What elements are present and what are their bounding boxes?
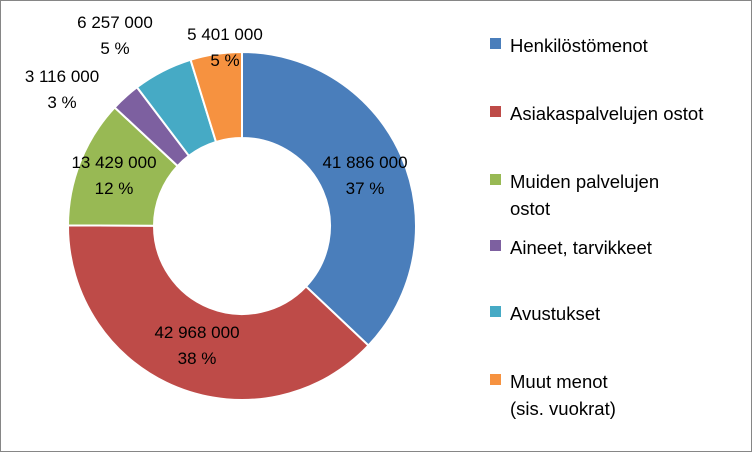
legend-item-2: Asiakaspalvelujen ostot xyxy=(490,100,703,127)
donut-slice-6 xyxy=(189,50,243,144)
data-label-value-5: 6 257 000 xyxy=(77,13,153,32)
legend-item-1: Henkilöstömenot xyxy=(490,32,648,59)
legend-swatch xyxy=(490,306,501,317)
legend-swatch xyxy=(490,174,501,185)
data-label-percent-2: 38 % xyxy=(178,349,217,368)
data-label-value-1: 41 886 000 xyxy=(322,153,407,172)
data-label-value-6: 5 401 000 xyxy=(187,25,263,44)
data-label-percent-6: 5 % xyxy=(210,51,239,70)
data-label-value-2: 42 968 000 xyxy=(154,323,239,342)
legend-swatch xyxy=(490,374,501,385)
donut-slice-1 xyxy=(241,50,417,347)
legend-item-6: Muut menot (sis. vuokrat) xyxy=(490,368,616,422)
data-label-value-3: 13 429 000 xyxy=(71,153,156,172)
donut-slices xyxy=(66,50,417,401)
legend-item-4: Aineet, tarvikkeet xyxy=(490,234,652,261)
legend-label: Muiden palvelujen ostot xyxy=(510,171,660,219)
legend-label: Avustukset xyxy=(510,303,601,324)
legend-item-3: Muiden palvelujen ostot xyxy=(490,168,659,222)
legend-label: Aineet, tarvikkeet xyxy=(510,237,652,258)
legend-label: Muut menot (sis. vuokrat) xyxy=(510,371,616,419)
data-label-percent-3: 12 % xyxy=(95,179,134,198)
legend-swatch xyxy=(490,240,501,251)
legend-item-5: Avustukset xyxy=(490,300,600,327)
legend-label: Henkilöstömenot xyxy=(510,35,648,56)
donut-slice-2 xyxy=(67,224,370,401)
legend-swatch xyxy=(490,106,501,117)
data-label-percent-1: 37 % xyxy=(346,179,385,198)
data-label-percent-4: 3 % xyxy=(47,93,76,112)
data-label-percent-5: 5 % xyxy=(100,39,129,58)
data-label-value-4: 3 116 000 xyxy=(25,67,99,86)
legend-swatch xyxy=(490,38,501,49)
data-labels: 41 886 000 37 % 42 968 000 38 % 13 429 000 12… xyxy=(25,13,408,368)
legend-label: Asiakaspalvelujen ostot xyxy=(510,103,704,124)
